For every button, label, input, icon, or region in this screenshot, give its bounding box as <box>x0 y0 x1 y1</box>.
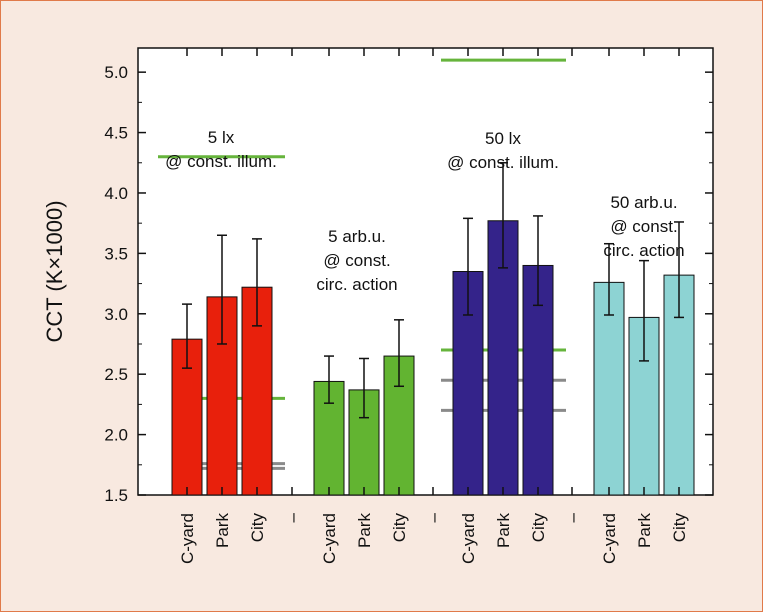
category-label: City <box>529 513 548 543</box>
group-annotation: @ const. <box>610 217 677 236</box>
group-annotation: 5 lx <box>208 128 235 147</box>
category-label: City <box>670 513 689 543</box>
category-label: C-yard <box>178 513 197 564</box>
error-bars <box>182 162 684 419</box>
group-separator: – <box>424 512 443 522</box>
y-axis-label: CCT (K×1000) <box>42 200 67 342</box>
group-annotation: @ const. <box>323 251 390 270</box>
category-label: Park <box>355 513 374 548</box>
y-tick-label: 3.0 <box>104 305 128 324</box>
y-tick-label: 2.5 <box>104 365 128 384</box>
bar <box>593 281 625 496</box>
y-tick-label: 1.5 <box>104 486 128 505</box>
group-annotation: 50 lx <box>485 129 521 148</box>
category-label: Park <box>213 513 232 548</box>
category-label: City <box>390 513 409 543</box>
y-tick-label: 4.0 <box>104 184 128 203</box>
group-annotation: 50 arb.u. <box>610 193 677 212</box>
category-label: City <box>248 513 267 543</box>
y-tick-label: 5.0 <box>104 63 128 82</box>
group-separator: – <box>563 512 582 522</box>
category-label: Park <box>635 513 654 548</box>
category-label: C-yard <box>459 513 478 564</box>
group-annotation: @ const. illum. <box>447 153 559 172</box>
y-tick-label: 4.5 <box>104 124 128 143</box>
group-annotation: circ. action <box>316 275 397 294</box>
bar <box>206 296 238 496</box>
category-label: C-yard <box>320 513 339 564</box>
group-separator: – <box>283 512 302 522</box>
group-annotation: @ const. illum. <box>165 152 277 171</box>
group-annotation: 5 arb.u. <box>328 227 386 246</box>
y-tick-label: 3.5 <box>104 244 128 263</box>
axes <box>138 48 713 496</box>
y-tick-label: 2.0 <box>104 426 128 445</box>
category-label: Park <box>494 513 513 548</box>
bars <box>171 220 695 496</box>
group-annotation: circ. action <box>603 241 684 260</box>
labels: 1.5 2.0 2.5 3.0 3.5 4.0 4.5 5.0 CCT (K×1000) C-ya… <box>42 63 689 564</box>
category-label: C-yard <box>600 513 619 564</box>
